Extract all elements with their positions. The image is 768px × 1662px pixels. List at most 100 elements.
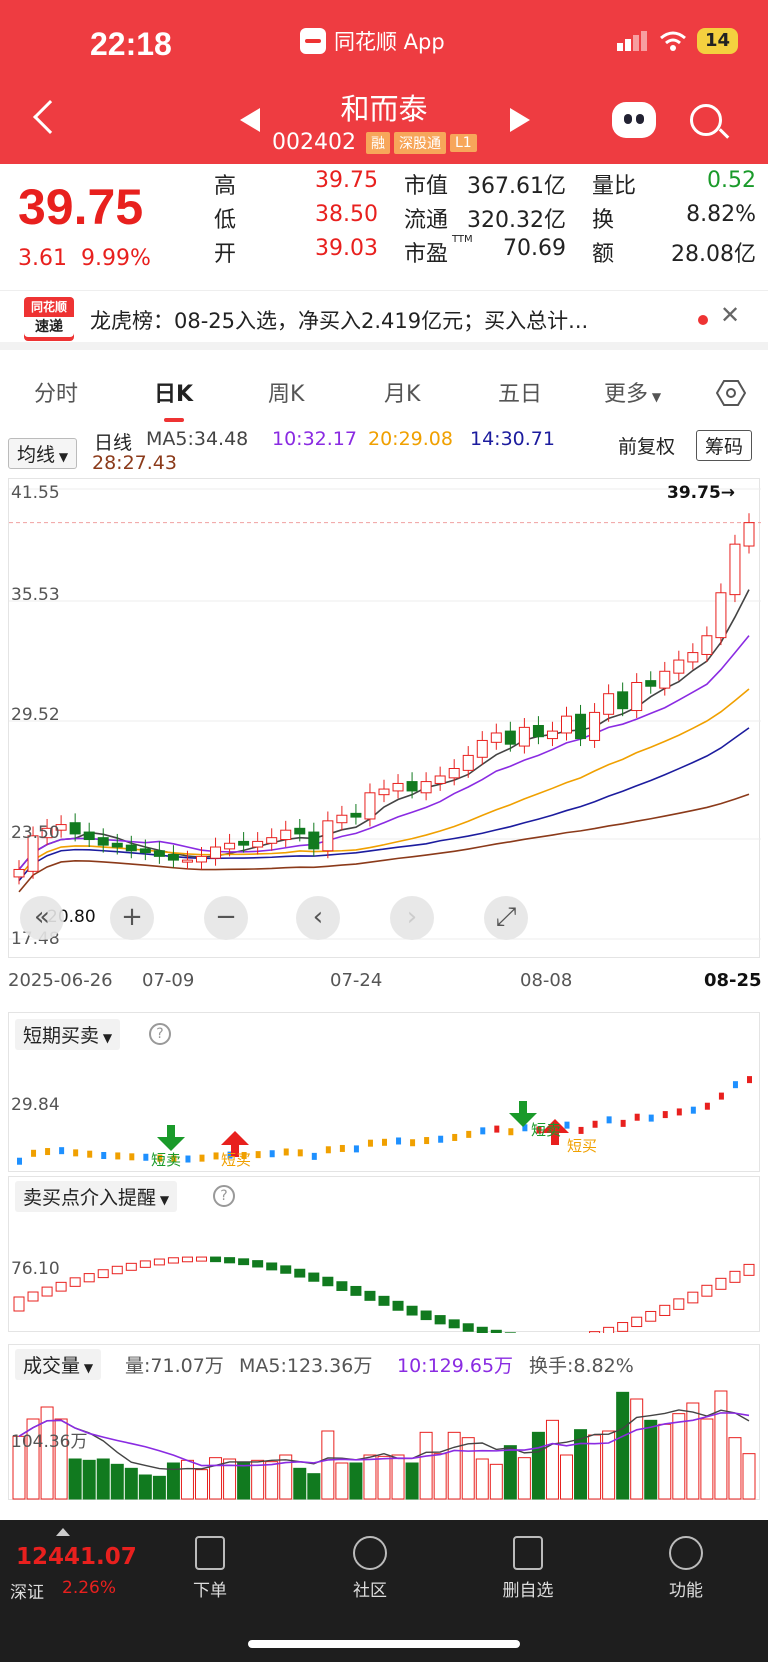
- candle: [55, 824, 67, 831]
- info-icon[interactable]: ?: [213, 1185, 235, 1207]
- pan-left-icon[interactable]: ‹: [296, 896, 340, 940]
- remove-watchlist-button[interactable]: 删自选: [478, 1536, 578, 1601]
- ma20-value: 20:29.08: [368, 428, 453, 450]
- alert-bar: [111, 1265, 123, 1275]
- y-label-2: 35.53: [11, 585, 60, 605]
- ma10-value: 10:32.17: [272, 428, 357, 450]
- tab-more[interactable]: 更多 ▼: [604, 376, 661, 408]
- alert-bar: [350, 1285, 362, 1296]
- candle: [434, 775, 446, 784]
- ma30-line: [18, 727, 750, 882]
- prev-stock-icon[interactable]: [240, 108, 260, 132]
- pan-right-icon[interactable]: ›: [390, 896, 434, 940]
- news-ticker[interactable]: 同花顺 速递 龙虎榜：08-25入选，净买入2.419亿元；买入总计... ✕: [0, 290, 768, 350]
- quote-label: 流通: [404, 208, 449, 233]
- ma60-value: 28:27.43: [92, 452, 177, 474]
- date-axis: 2025-06-26 07-09 07-24 08-08 08-25: [0, 970, 768, 998]
- candle: [266, 837, 278, 844]
- ma30-value: 14:30.71: [470, 428, 555, 450]
- tab-monthly[interactable]: 月K: [384, 382, 421, 407]
- fullscreen-icon[interactable]: ⤢: [484, 896, 528, 940]
- signal-alert-selector[interactable]: 卖买点介入提醒 ▼: [15, 1181, 178, 1212]
- tag-level: L1: [449, 133, 477, 152]
- candle: [729, 543, 741, 596]
- trade-marker: [662, 1111, 668, 1119]
- alert-bar: [196, 1256, 207, 1262]
- alert-bar: [406, 1305, 418, 1316]
- kline-chart[interactable]: 41.55 35.53 29.52 23.50 17.48 39.75→ 20.…: [8, 478, 761, 958]
- trade-marker: [185, 1155, 191, 1163]
- volume-chart[interactable]: 成交量 ▼ 量:71.07万 MA5:123.36万 10:129.65万 换手…: [8, 1344, 760, 1500]
- buy-signal-1: 短买: [221, 1151, 252, 1169]
- tab-weekly[interactable]: 周K: [268, 382, 305, 407]
- alert-bar: [266, 1262, 278, 1271]
- news-logo-bottom: 速递: [24, 317, 74, 337]
- scroll-left-icon[interactable]: «: [20, 896, 64, 940]
- price-change: 3.61 9.99%: [18, 246, 151, 271]
- ma5-value: MA5:34.48: [146, 428, 249, 450]
- signal-alert-value: 76.10: [11, 1259, 60, 1279]
- alert-bar: [69, 1277, 81, 1287]
- short-trade-title: 短期买卖: [23, 1025, 100, 1047]
- candle: [518, 726, 530, 747]
- buy-arrow-icon: [541, 1119, 569, 1145]
- quote-value: 70.69: [503, 236, 566, 261]
- function-button[interactable]: 功能: [636, 1536, 736, 1601]
- volume-bar: [433, 1453, 447, 1500]
- alert-bar: [420, 1310, 432, 1321]
- news-text[interactable]: 龙虎榜：08-25入选，净买入2.419亿元；买入总计...: [90, 309, 589, 333]
- order-button[interactable]: 下单: [160, 1536, 260, 1601]
- alert-bar: [743, 1263, 755, 1276]
- next-stock-icon[interactable]: [510, 108, 530, 132]
- trade-marker: [143, 1153, 149, 1161]
- tab-daily[interactable]: 日K: [154, 382, 194, 407]
- candle: [308, 831, 320, 850]
- candle: [462, 754, 474, 771]
- volume-selector[interactable]: 成交量 ▼: [15, 1349, 102, 1380]
- community-icon: [353, 1536, 387, 1570]
- close-icon[interactable]: ✕: [720, 301, 741, 329]
- tab-five-day[interactable]: 五日: [498, 382, 543, 407]
- volume-axis-label: 104.36万: [11, 1432, 88, 1452]
- alert-bar: [645, 1310, 657, 1322]
- candle: [392, 782, 404, 792]
- trade-marker: [199, 1154, 205, 1162]
- alert-bar: [476, 1326, 488, 1335]
- alert-bar: [392, 1300, 404, 1311]
- trade-marker: [31, 1149, 37, 1157]
- candle: [167, 853, 179, 861]
- expand-up-icon[interactable]: [56, 1528, 70, 1536]
- alert-bar: [27, 1291, 39, 1302]
- volume-bar: [475, 1458, 489, 1500]
- volume-bar: [742, 1453, 756, 1500]
- zoom-out-icon[interactable]: −: [204, 896, 248, 940]
- trade-marker: [59, 1147, 65, 1155]
- adjust-label[interactable]: 前复权: [618, 436, 676, 458]
- home-indicator: [248, 1640, 520, 1648]
- candle: [617, 691, 629, 710]
- trade-marker: [241, 1152, 247, 1159]
- alert-bar: [238, 1258, 250, 1266]
- search-icon[interactable]: [690, 104, 722, 136]
- settings-hex-icon[interactable]: [716, 378, 746, 408]
- quote-label: 市盈: [404, 242, 449, 267]
- alert-bar: [294, 1268, 306, 1278]
- chip-button[interactable]: 筹码: [696, 430, 753, 461]
- app-header: 22:18 同花顺 App 14 和而泰 002402 融 深股通 L1: [0, 0, 768, 164]
- volume-bar: [363, 1454, 377, 1500]
- info-icon[interactable]: ?: [149, 1023, 171, 1045]
- tab-minute[interactable]: 分时: [34, 382, 79, 407]
- alert-bar: [434, 1315, 446, 1325]
- date-5: 08-25: [704, 970, 762, 991]
- community-button[interactable]: 社区: [320, 1536, 420, 1601]
- index-value[interactable]: 12441.07: [16, 1544, 137, 1570]
- ma-selector[interactable]: 均线 ▼: [8, 438, 78, 469]
- short-trade-selector[interactable]: 短期买卖 ▼: [15, 1019, 121, 1050]
- assistant-robot-icon[interactable]: [612, 102, 656, 138]
- candle: [364, 792, 376, 820]
- quote-value: 39.03: [315, 236, 378, 261]
- signal-alert-chart[interactable]: 卖买点介入提醒 ▼ ? 76.10: [8, 1176, 760, 1342]
- quote-value: 8.82%: [686, 202, 756, 227]
- zoom-in-icon[interactable]: +: [110, 896, 154, 940]
- short-trade-chart[interactable]: 短期买卖 ▼ ? 29.84 短卖 短买 短卖 短买: [8, 1012, 760, 1172]
